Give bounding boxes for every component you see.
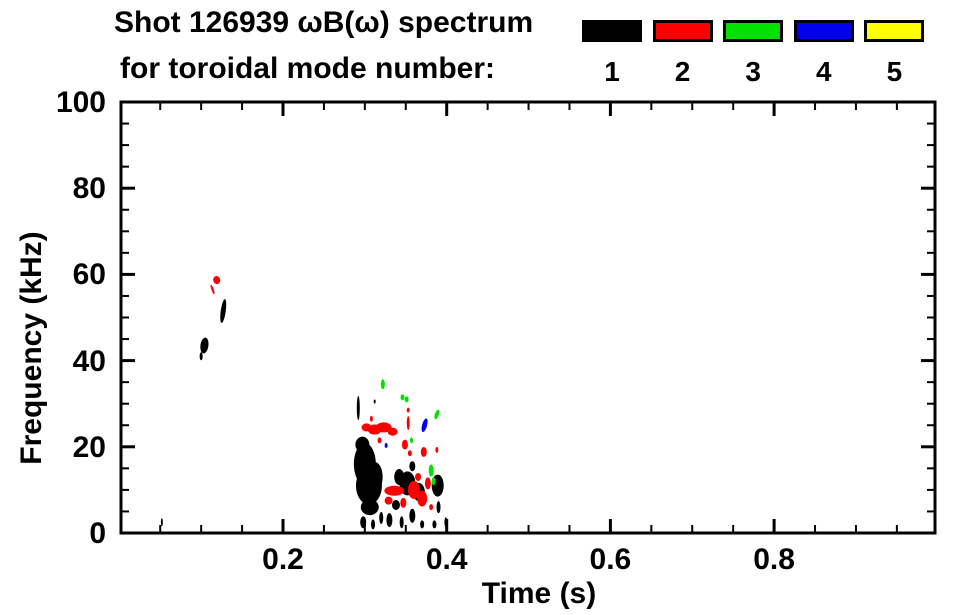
data-blob-mode-1 xyxy=(200,337,209,354)
data-blob-mode-1 xyxy=(366,461,383,492)
data-blob-mode-4 xyxy=(384,443,388,449)
legend-label-mode-1: 1 xyxy=(604,56,620,87)
data-blob-mode-1 xyxy=(391,499,400,510)
data-blob-mode-1 xyxy=(409,508,416,523)
y-tick-label-0: 0 xyxy=(89,517,106,550)
data-blob-mode-2 xyxy=(375,422,392,433)
data-blob-mode-3 xyxy=(431,477,436,486)
data-blob-mode-1 xyxy=(436,501,441,514)
data-blob-mode-2 xyxy=(406,416,410,431)
y-tick-label-20: 20 xyxy=(72,430,106,464)
data-blob-mode-3 xyxy=(400,394,405,401)
data-blob-mode-1 xyxy=(360,516,367,529)
x-tick-label-0.6: 0.6 xyxy=(589,543,632,576)
legend-swatch-mode-5 xyxy=(864,20,925,42)
chart-title-line2: for toroidal mode number: xyxy=(120,52,495,85)
legend-label-mode-2: 2 xyxy=(674,56,691,87)
data-blob-mode-1 xyxy=(420,520,425,529)
data-blob-mode-2 xyxy=(384,485,405,496)
data-blob-mode-1 xyxy=(444,517,448,528)
data-blob-mode-1 xyxy=(220,299,227,323)
legend-swatch-mode-4 xyxy=(793,20,854,42)
y-axis-label: Frequency (kHz) xyxy=(15,231,48,465)
data-blob-mode-2 xyxy=(415,472,422,481)
legend-label-mode-4: 4 xyxy=(816,56,832,87)
legend-swatch-mode-3 xyxy=(723,20,784,42)
data-blob-mode-3 xyxy=(410,437,414,444)
data-blob-mode-3 xyxy=(380,379,385,390)
data-blob-mode-1 xyxy=(394,468,405,485)
data-blob-mode-3 xyxy=(428,464,434,477)
data-blob-mode-1 xyxy=(371,519,376,530)
data-blob-mode-1 xyxy=(355,436,370,453)
y-tick-label-60: 60 xyxy=(72,258,106,292)
data-blob-mode-1 xyxy=(356,396,360,421)
data-blob-mode-1 xyxy=(199,352,203,361)
data-blob-mode-2 xyxy=(407,450,412,457)
legend: 1 2 3 4 5 xyxy=(0,0,963,92)
data-blob-mode-3 xyxy=(404,396,409,403)
x-axis-label: Time (s) xyxy=(481,577,597,610)
data-blob-mode-2 xyxy=(424,477,431,490)
data-blob-mode-2 xyxy=(387,427,398,436)
y-tick-label-100: 100 xyxy=(55,86,106,119)
data-blob-mode-2 xyxy=(384,496,393,505)
data-blob-mode-2 xyxy=(369,415,373,422)
data-blob-mode-2 xyxy=(435,446,439,453)
data-blob-mode-1 xyxy=(373,399,376,404)
data-blob-mode-2 xyxy=(400,497,407,508)
data-blob-mode-1 xyxy=(432,520,437,529)
data-blob-mode-2 xyxy=(401,439,408,450)
data-blob-mode-2 xyxy=(406,407,410,413)
legend-swatch-mode-1 xyxy=(582,20,642,42)
data-blob-mode-2 xyxy=(210,284,215,295)
data-blob-mode-1 xyxy=(386,513,393,528)
data-blob-mode-2 xyxy=(417,490,428,507)
data-blob-mode-2 xyxy=(213,276,221,284)
legend-label-mode-3: 3 xyxy=(745,56,761,87)
data-blob-mode-4 xyxy=(421,418,428,433)
data-blob-mode-1 xyxy=(409,461,416,472)
data-blob-mode-2 xyxy=(420,446,427,457)
data-blob-mode-1 xyxy=(160,518,163,527)
data-blob-mode-1 xyxy=(399,516,404,529)
y-tick-label-40: 40 xyxy=(72,344,106,378)
y-tick-label-80: 80 xyxy=(72,172,106,206)
data-blob-mode-2 xyxy=(407,480,420,499)
legend-swatch-mode-2 xyxy=(652,20,713,42)
chart-title-line1: Shot 126939 ωB(ω) spectrum xyxy=(114,6,534,39)
x-tick-label-0.4: 0.4 xyxy=(425,543,468,576)
data-blob-mode-2 xyxy=(377,437,382,444)
x-tick-label-0.2: 0.2 xyxy=(262,543,304,576)
data-blob-mode-2 xyxy=(429,504,434,511)
data-blob-mode-3 xyxy=(434,409,440,420)
data-blob-mode-1 xyxy=(379,511,384,524)
x-tick-label-0.8: 0.8 xyxy=(753,543,795,576)
data-blob-mode-1 xyxy=(360,499,379,516)
legend-label-mode-5: 5 xyxy=(886,56,903,87)
